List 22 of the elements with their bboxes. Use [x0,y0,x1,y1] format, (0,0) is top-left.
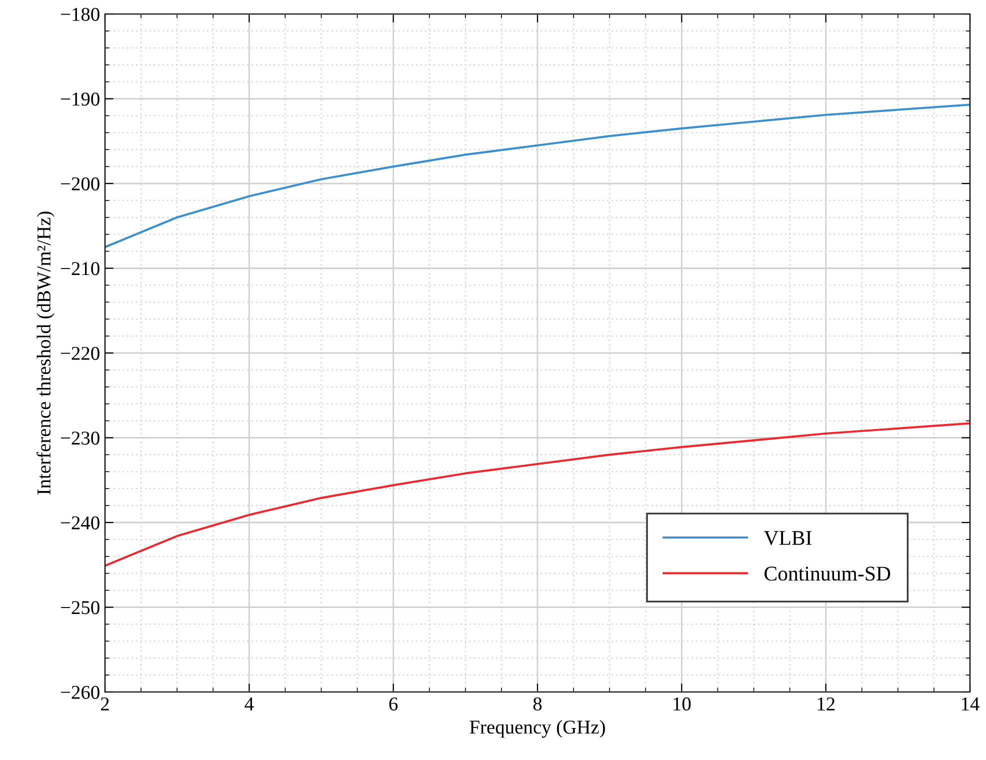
x-tick-label: 14 [962,698,980,710]
y-tick-label: −190 [60,92,100,106]
y-tick-label: −260 [60,686,100,699]
x-tick-label: 10 [674,697,691,711]
legend-label: Continuum-SD [764,566,890,581]
x-tick-label: 4 [244,698,254,710]
y-tick-label: −200 [60,177,100,190]
y-tick-label: −230 [60,432,100,445]
y-tick-label: −240 [60,516,100,530]
line-series [105,422,970,567]
y-axis-title: Interference threshold (dBW/m²/Hz) [36,212,54,495]
legend-label: VLBI [764,531,812,546]
x-axis-title: Frequency (GHz) [470,720,605,738]
line-series [105,104,970,248]
x-tick-label: 12 [818,697,834,710]
y-tick-label: −210 [60,262,100,276]
y-tick-label: −220 [60,346,100,360]
y-tick-label: −250 [60,601,100,614]
x-tick-label: 2 [100,697,109,710]
x-tick-label: 8 [533,697,542,711]
y-tick-label: −180 [60,8,100,21]
x-tick-label: 6 [389,697,398,711]
